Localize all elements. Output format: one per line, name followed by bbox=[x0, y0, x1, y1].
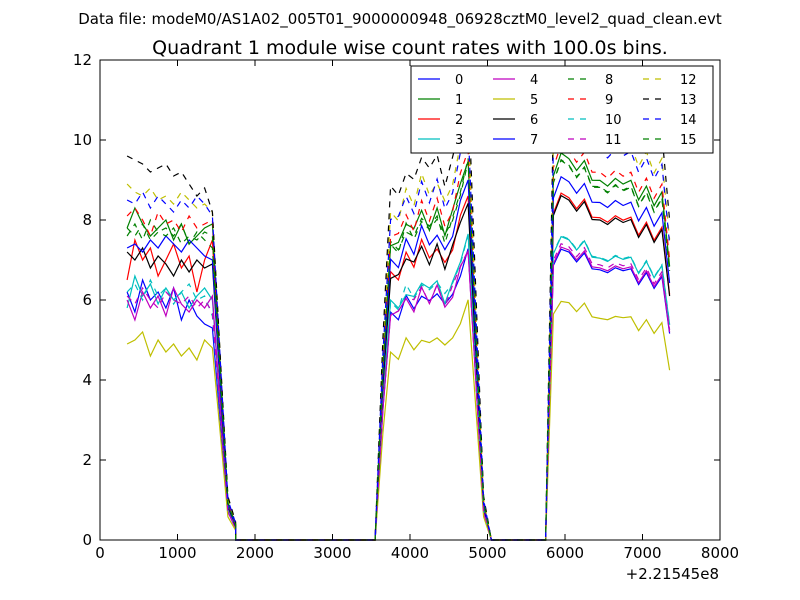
legend-label-13: 13 bbox=[680, 93, 697, 108]
x-tick-label: 7000 bbox=[623, 544, 661, 562]
legend-label-5: 5 bbox=[530, 93, 538, 108]
y-tick-label: 10 bbox=[73, 131, 92, 149]
y-tick-label: 4 bbox=[82, 371, 92, 389]
legend-label-15: 15 bbox=[680, 133, 697, 148]
legend-label-8: 8 bbox=[605, 73, 613, 88]
chart-title: Quadrant 1 module wise count rates with … bbox=[152, 37, 668, 59]
y-tick-label: 12 bbox=[73, 51, 92, 69]
legend-box bbox=[410, 65, 714, 154]
legend-label-10: 10 bbox=[605, 113, 622, 128]
legend-label-4: 4 bbox=[530, 73, 538, 88]
x-tick-label: 6000 bbox=[546, 544, 584, 562]
y-tick-label: 8 bbox=[82, 211, 92, 229]
series-line-2 bbox=[126, 192, 671, 541]
series-line-4 bbox=[126, 246, 671, 541]
series-line-14 bbox=[126, 120, 671, 541]
legend-label-11: 11 bbox=[605, 133, 622, 148]
series-line-9 bbox=[126, 143, 671, 541]
legend-label-6: 6 bbox=[530, 113, 538, 128]
legend-label-3: 3 bbox=[455, 133, 463, 148]
series-line-15 bbox=[126, 159, 671, 541]
legend-label-12: 12 bbox=[680, 73, 697, 88]
series-line-13 bbox=[126, 86, 671, 541]
legend-label-9: 9 bbox=[605, 93, 613, 108]
x-tick-label: 2000 bbox=[236, 544, 274, 562]
x-tick-label: 5000 bbox=[468, 544, 506, 562]
legend-label-0: 0 bbox=[455, 73, 463, 88]
x-tick-label: 4000 bbox=[391, 544, 429, 562]
x-offset-label: +2.21545e8 bbox=[626, 565, 719, 583]
series-line-5 bbox=[126, 299, 671, 541]
legend-label-7: 7 bbox=[530, 133, 538, 148]
x-tick-label: 0 bbox=[95, 544, 105, 562]
x-tick-label: 3000 bbox=[313, 544, 351, 562]
y-tick-label: 2 bbox=[82, 451, 92, 469]
x-tick-label: 8000 bbox=[701, 544, 739, 562]
y-tick-label: 0 bbox=[82, 531, 92, 549]
series-line-0 bbox=[126, 248, 671, 541]
figure-suptitle: Data file: modeM0/AS1A02_005T01_90000009… bbox=[78, 10, 722, 29]
legend-label-2: 2 bbox=[455, 113, 463, 128]
x-tick-label: 1000 bbox=[158, 544, 196, 562]
series-line-10 bbox=[126, 235, 671, 541]
legend-label-14: 14 bbox=[680, 113, 697, 128]
series-line-7 bbox=[126, 175, 671, 541]
legend-label-1: 1 bbox=[455, 93, 463, 108]
series-line-11 bbox=[126, 242, 671, 541]
plot-lines bbox=[126, 86, 671, 541]
y-tick-label: 6 bbox=[82, 291, 92, 309]
axis-ticks: 0 1000 2000 3000 4000 5000 6000 7000 80000246810… bbox=[73, 51, 739, 562]
